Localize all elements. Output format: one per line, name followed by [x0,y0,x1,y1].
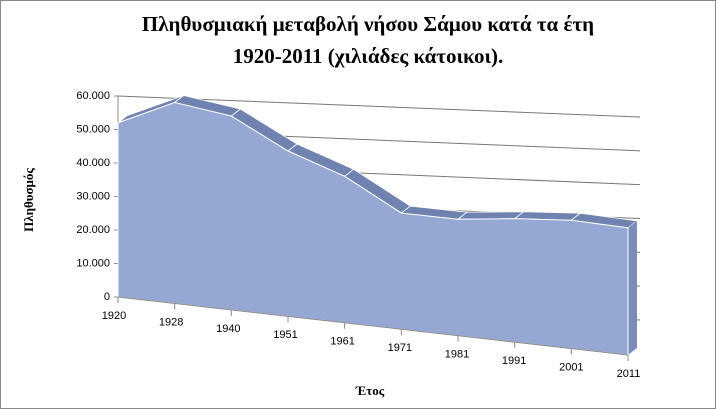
x-tick-label: 1981 [445,349,469,361]
y-tick-label: 50.000 [76,123,110,135]
chart-subtitle: 1920-2011 (χιλιάδες κάτοικοι). [233,44,504,68]
x-tick-label: 1928 [159,316,183,328]
y-tick-label: 40.000 [76,157,110,169]
x-tick-label: 1940 [216,323,240,335]
x-tick-label: 1961 [330,336,354,348]
x-tick-label: 1971 [388,342,412,354]
x-tick-label: 2011 [617,368,641,380]
y-tick-label: 10.000 [76,257,110,269]
area-side [628,220,637,355]
plot-area: 0 10.000 20.000 30.000 40.000 50.000 60.000 192… [76,90,640,380]
y-tick-label: 30.000 [76,190,110,202]
y-tick-label: 60.000 [76,90,110,102]
chart-title: Πληθυσμιακή μεταβολή νήσου Σάμου κατά τα… [142,12,594,36]
grid-line [117,95,641,118]
y-tick-label: 0 [104,291,110,303]
x-tick-label: 1991 [502,355,526,367]
x-tick-label: 1951 [273,329,297,341]
area-top [456,211,525,220]
x-tick-label: 1920 [102,310,126,322]
x-axis-label: Έτος [355,383,385,398]
y-axis-label: Πληθυσμός [21,168,36,232]
y-tick-label: 20.000 [76,224,110,236]
area [117,101,629,356]
x-tick-label: 2001 [559,361,583,373]
floor-edge [117,296,629,356]
